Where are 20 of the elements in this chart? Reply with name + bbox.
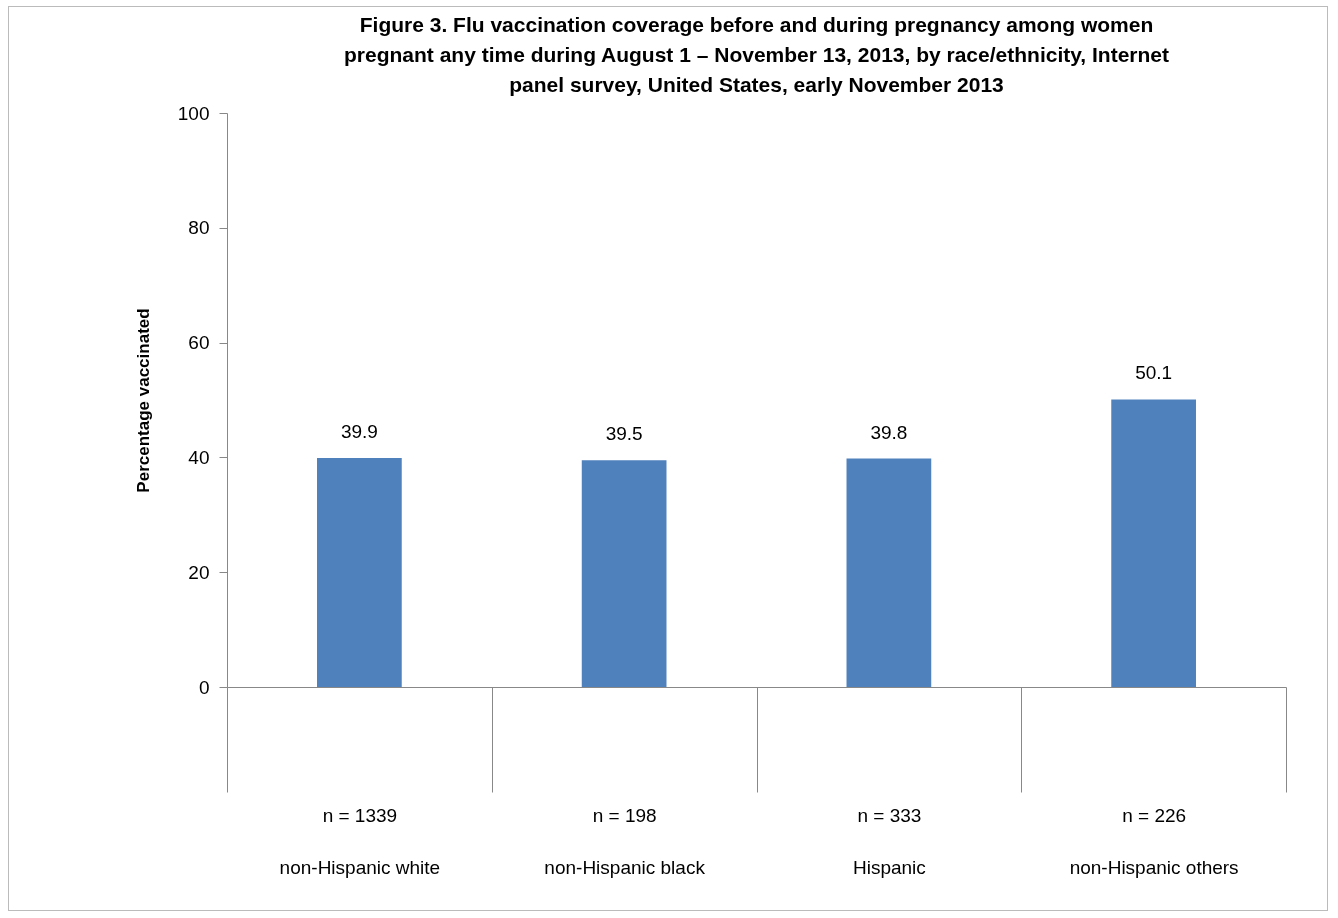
y-axis-title: Percentage vaccinated <box>133 308 153 493</box>
y-tick-label: 100 <box>177 102 210 124</box>
data-label: 50.1 <box>1135 362 1173 384</box>
bar <box>581 460 667 687</box>
bar <box>846 458 932 687</box>
y-tick-label: 0 <box>198 676 210 698</box>
category-label: n = 1339 non-Hispanic white <box>279 804 441 878</box>
bar <box>1111 399 1196 687</box>
chart-title: Figure 3. Flu vaccination coverage before and during pregnancy among women pregnant any time during August 1 – November 13, 2013, by race/ethnicity, Internet panel survey, United States, early November 2013 <box>343 13 1170 96</box>
y-tick-label: 20 <box>188 561 210 583</box>
y-tick-label: 40 <box>188 446 210 468</box>
category-label: n = 198 non-Hispanic black <box>544 804 705 878</box>
y-tick-label: 60 <box>188 332 210 354</box>
category-label: n = 333 Hispanic <box>852 804 926 878</box>
data-label: 39.9 <box>340 420 378 442</box>
data-label: 39.8 <box>870 421 908 443</box>
data-label: 39.5 <box>605 423 643 445</box>
y-tick-label: 80 <box>188 217 210 239</box>
category-label: n = 226 non-Hispanic others <box>1069 804 1239 878</box>
bar <box>317 457 402 687</box>
